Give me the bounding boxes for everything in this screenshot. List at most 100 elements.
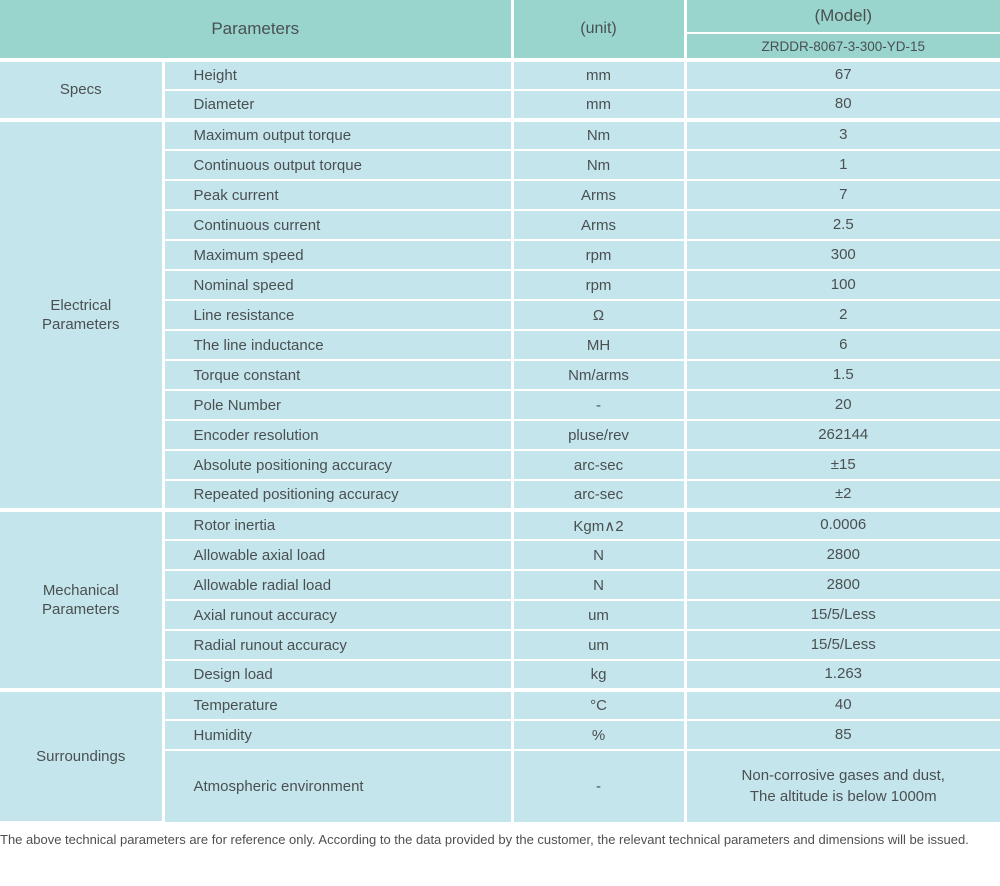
param-name-cell: Rotor inertia — [161, 508, 514, 541]
param-value-cell: 6 — [683, 329, 1000, 361]
param-value-cell: 2800 — [683, 539, 1000, 571]
param-unit-cell: pluse/rev — [510, 419, 687, 451]
param-name-cell: Temperature — [161, 688, 514, 721]
param-value-cell: 85 — [683, 719, 1000, 751]
table-row: Surroundings Temperature °C 40 — [0, 688, 1000, 823]
table-row: Continuous current Arms 2.5 — [0, 209, 1000, 241]
param-unit-cell: MH — [510, 329, 687, 361]
param-name-cell: Continuous current — [161, 209, 514, 241]
param-name-cell: Absolute positioning accuracy — [161, 449, 514, 481]
param-unit-cell: Nm/arms — [510, 359, 687, 391]
param-value-cell: 2 — [683, 299, 1000, 331]
param-value-cell: 7 — [683, 179, 1000, 211]
param-name-cell: Encoder resolution — [161, 419, 514, 451]
table-row: Nominal speed rpm 100 — [0, 269, 1000, 301]
param-value-cell: 100 — [683, 269, 1000, 301]
param-value-cell: 3 — [683, 118, 1000, 151]
param-value-cell: 20 — [683, 389, 1000, 421]
table-row: Torque constant Nm/arms 1.5 — [0, 359, 1000, 391]
param-name-cell: Axial runout accuracy — [161, 599, 514, 631]
param-name-cell: Repeated positioning accuracy — [161, 479, 514, 511]
table-row: Line resistance Ω 2 — [0, 299, 1000, 331]
group-cell-electrical: Electrical Parameters — [0, 118, 165, 511]
unit-header: (unit) — [510, 0, 687, 61]
param-value-cell: 15/5/Less — [683, 629, 1000, 661]
table-row: Continuous output torque Nm 1 — [0, 149, 1000, 181]
table-row: Allowable radial load N 2800 — [0, 569, 1000, 601]
table-row: Allowable axial load N 2800 — [0, 539, 1000, 571]
footnote-text: The above technical parameters are for r… — [0, 832, 969, 847]
param-unit-cell: Ω — [510, 299, 687, 331]
param-unit-cell: mm — [510, 58, 687, 91]
param-value-cell: 1.263 — [683, 659, 1000, 691]
table-row: Mechanical Parameters Rotor inertia Kgm∧2 0… — [0, 508, 1000, 691]
param-value-cell: 2.5 — [683, 209, 1000, 241]
param-name-cell: Height — [161, 58, 514, 91]
param-name-cell: Atmospheric environment — [161, 749, 514, 822]
table-row: Electrical Parameters Maximum output torq… — [0, 118, 1000, 511]
param-name-cell: Design load — [161, 659, 514, 691]
table-row: Absolute positioning accuracy arc-sec ±15 — [0, 449, 1000, 481]
param-unit-cell: arc-sec — [510, 479, 687, 511]
table-row: Repeated positioning accuracy arc-sec ±2 — [0, 479, 1000, 511]
param-name-cell: Line resistance — [161, 299, 514, 331]
parameters-header: Parameters — [0, 0, 514, 61]
param-unit-cell: um — [510, 629, 687, 661]
param-value-cell: ±15 — [683, 449, 1000, 481]
param-name-cell: Peak current — [161, 179, 514, 211]
spec-table-header: Parameters (unit) (Model) ZRDDR-8067-3-3… — [0, 0, 1000, 61]
param-unit-cell: N — [510, 539, 687, 571]
param-unit-cell: N — [510, 569, 687, 601]
group-cell-surroundings: Surroundings — [0, 688, 165, 823]
param-name-cell: Allowable radial load — [161, 569, 514, 601]
param-name-cell: Maximum output torque — [161, 118, 514, 151]
table-row: Diameter mm 80 — [0, 89, 1000, 121]
table-row: Humidity% 85 — [0, 719, 1000, 751]
param-unit-cell: - — [510, 749, 687, 822]
param-unit-cell: arc-sec — [510, 449, 687, 481]
param-name-cell: Torque constant — [161, 359, 514, 391]
table-row: Atmospheric environment - Non-corrosive ga… — [0, 749, 1000, 822]
param-name-cell: Continuous output torque — [161, 149, 514, 181]
model-header: (Model) — [683, 0, 1000, 34]
param-unit-cell: rpm — [510, 269, 687, 301]
param-value-cell: 40 — [683, 688, 1000, 721]
table-row: Maximum speed rpm 300 — [0, 239, 1000, 271]
param-value-cell: 80 — [683, 89, 1000, 121]
param-unit-cell: kg — [510, 659, 687, 691]
group-cell-specs: Specs — [0, 58, 165, 121]
param-unit-cell: mm — [510, 89, 687, 121]
param-name-cell: Maximum speed — [161, 239, 514, 271]
param-name-cell: Radial runout accuracy — [161, 629, 514, 661]
param-unit-cell: um — [510, 599, 687, 631]
param-name-cell: Nominal speed — [161, 269, 514, 301]
param-unit-cell: °C — [510, 688, 687, 721]
param-value-cell: ±2 — [683, 479, 1000, 511]
table-row: Design load kg 1.263 — [0, 659, 1000, 691]
param-value-cell: 1 — [683, 149, 1000, 181]
param-value-cell: 300 — [683, 239, 1000, 271]
param-unit-cell: Kgm∧2 — [510, 508, 687, 541]
param-unit-cell: % — [510, 719, 687, 751]
table-row: Specs Height mm 67 — [0, 58, 1000, 121]
param-name-cell: Allowable axial load — [161, 539, 514, 571]
spec-table-body: Specs Height mm 67 Diameter mm 80 Electrical Pa… — [0, 58, 1000, 823]
param-name-cell: Humidity — [161, 719, 514, 751]
spec-table: Parameters (unit) (Model) ZRDDR-8067-3-3… — [0, 0, 1000, 823]
model-number: ZRDDR-8067-3-300-YD-15 — [683, 32, 1000, 61]
param-value-cell: 15/5/Less — [683, 599, 1000, 631]
param-value-cell: Non-corrosive gases and dust, The altitu… — [683, 749, 1000, 822]
param-unit-cell: Arms — [510, 209, 687, 241]
param-unit-cell: rpm — [510, 239, 687, 271]
param-unit-cell: Arms — [510, 179, 687, 211]
table-row: Pole Number -20 — [0, 389, 1000, 421]
param-value-cell: 0.0006 — [683, 508, 1000, 541]
param-value-cell: 2800 — [683, 569, 1000, 601]
param-unit-cell: Nm — [510, 149, 687, 181]
table-row: The line inductance MH 6 — [0, 329, 1000, 361]
group-cell-mechanical: Mechanical Parameters — [0, 508, 165, 691]
param-value-cell: 262144 — [683, 419, 1000, 451]
table-row: Peak current Arms 7 — [0, 179, 1000, 211]
table-row: Radial runout accuracy um 15/5/Less — [0, 629, 1000, 661]
